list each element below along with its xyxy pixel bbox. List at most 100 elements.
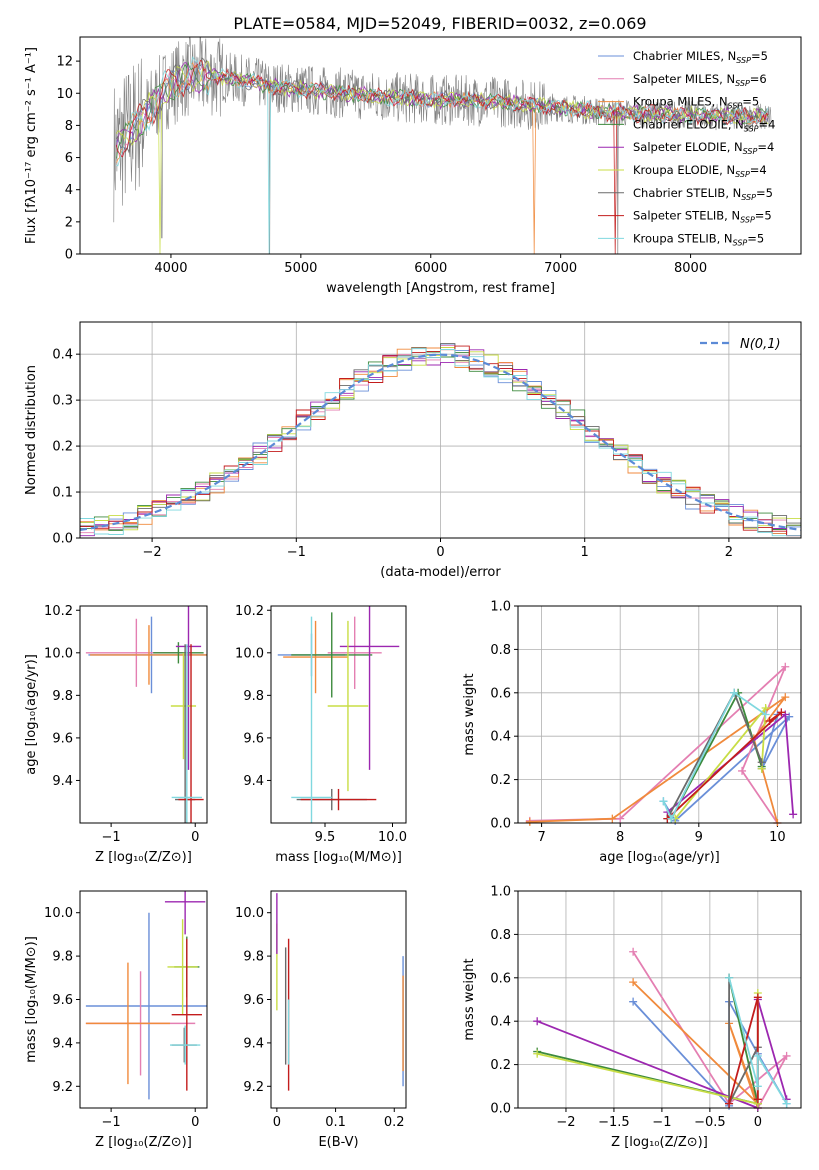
- x-tick-label: −0.5: [694, 1115, 726, 1130]
- y-tick-label: 8: [65, 119, 73, 134]
- y-tick-label: 9.6: [52, 993, 73, 1008]
- histogram-ylabel: Normed distribution: [24, 365, 39, 495]
- weight-line-kroupa_stelib: [662, 691, 767, 821]
- y-tick-label: 9.4: [52, 774, 73, 789]
- y-tick-label: 9.6: [243, 993, 264, 1008]
- x-tick-label: 9: [695, 830, 703, 845]
- mass_weight_vs_Z-xlabel: Z [log₁₀(Z/Z⊙)]: [611, 1135, 708, 1150]
- weight-marker: [789, 810, 798, 819]
- x-tick-label: 6000: [414, 261, 447, 276]
- legend-label: Chabrier ELODIE, NSSP=4: [633, 117, 775, 133]
- x-tick-label: 0: [191, 830, 199, 845]
- histogram-panel: −2 −1 0 1 2 0.0 0.1 0.2 0.3 0.4 (data-model)/error…: [24, 321, 802, 580]
- y-tick-label: 0.4: [490, 730, 511, 745]
- spectrum-legend: Chabrier MILES, NSSP=5 Salpeter MILES, NS…: [598, 49, 775, 247]
- weight-marker: [753, 1051, 762, 1060]
- mass_weight_vs_age-xlabel: age [log₁₀(age/yr)]: [599, 850, 720, 865]
- x-tick-label: −1: [102, 830, 121, 845]
- mass_vs_Z-panel: −1 0 9.2 9.4 9.6 9.8 10.0 Z [log₁₀(Z/Z⊙)] mass […: [24, 890, 208, 1150]
- x-tick-label: 1: [581, 545, 589, 560]
- y-tick-label: 0.0: [52, 532, 73, 547]
- y-tick-label: 2: [65, 215, 73, 230]
- legend-count: =4: [759, 117, 776, 131]
- x-tick-label: 5000: [284, 261, 317, 276]
- age_vs_Z-panel: −1 0 9.4 9.6 9.8 10.0 10.2 Z [log₁₀(Z/Z⊙)] age […: [24, 604, 208, 865]
- x-tick-label: 0: [273, 1115, 281, 1130]
- y-tick-label: 9.4: [52, 1036, 73, 1051]
- weight-line-kroupa_miles: [632, 981, 759, 1109]
- y-tick-label: 0.3: [52, 394, 73, 409]
- y-tick-label: 9.4: [243, 774, 264, 789]
- legend-label: Kroupa STELIB, NSSP=5: [633, 231, 764, 247]
- legend-count: =5: [747, 231, 764, 245]
- mass_vs_Z-xlabel: Z [log₁₀(Z/Z⊙)]: [95, 1135, 192, 1150]
- model-spectrum-kroupa_stelib: [116, 56, 769, 254]
- model-spectrum-salpeter_stelib: [116, 59, 769, 254]
- legend-count: =5: [756, 186, 773, 200]
- weight-marker: [738, 766, 747, 775]
- y-tick-label: 9.8: [243, 950, 264, 965]
- histogram-kroupa_elodie: [80, 347, 801, 538]
- model-spectrum-kroupa_elodie: [116, 60, 769, 254]
- weight-marker: [761, 710, 770, 719]
- x-tick-label: 0: [436, 545, 444, 560]
- y-tick-label: 12: [56, 55, 73, 70]
- y-tick-label: 9.6: [243, 731, 264, 746]
- mass_vs_EBV-frame: [270, 890, 407, 1109]
- legend-label: Kroupa ELODIE, NSSP=4: [633, 163, 767, 179]
- mass_weight_vs_age-panel: 7 8 9 10 0.0 0.2 0.4 0.6 0.8 1.0 age [log₁₀(age/yr…: [462, 600, 802, 865]
- weight-marker: [782, 1099, 791, 1108]
- x-tick-label: −1: [102, 1115, 121, 1130]
- normal-curve: [80, 353, 801, 531]
- y-tick-label: 9.8: [52, 950, 73, 965]
- histogram-chabrier_miles: [80, 343, 801, 538]
- y-tick-label: 9.8: [52, 689, 73, 704]
- histogram-salpeter_stelib: [80, 345, 801, 538]
- y-tick-label: 10: [56, 87, 73, 102]
- x-tick-label: 7: [537, 830, 545, 845]
- mass_vs_Z-frame: [79, 890, 208, 1109]
- y-tick-label: 4: [65, 183, 73, 198]
- weight-marker: [629, 997, 638, 1006]
- weight-marker: [616, 814, 625, 823]
- histogram-plot: [80, 343, 801, 538]
- weight-marker: [753, 1095, 762, 1104]
- weight-marker: [757, 758, 766, 767]
- weight-marker: [659, 797, 668, 806]
- age_vs_mass-plot: [277, 606, 400, 823]
- figure-title: PLATE=0584, MJD=52049, FIBERID=0032, z=0…: [233, 14, 646, 33]
- spectrum-frame: [79, 36, 802, 255]
- x-tick-label: −2: [143, 545, 162, 560]
- legend-label: Kroupa MILES, NSSP=5: [633, 95, 759, 111]
- histogram-chabrier_elodie: [80, 351, 801, 538]
- weight-marker: [667, 814, 676, 823]
- x-tick-label: 8000: [674, 261, 707, 276]
- legend-subscript: SSP: [735, 170, 750, 179]
- mass_vs_EBV-panel: 0 0.1 0.2 9.2 9.4 9.6 9.8 10.0 E(B-V): [235, 890, 407, 1150]
- x-tick-label: −2: [556, 1115, 575, 1130]
- age_vs_mass-panel: 9.5 10.0 9.4 9.6 9.8 10.0 10.2 mass [log₁₀(M/M⊙…: [235, 604, 407, 865]
- y-tick-label: 1.0: [490, 600, 511, 615]
- y-tick-label: 10.0: [235, 906, 264, 921]
- legend-subscript: SSP: [740, 216, 755, 225]
- x-tick-label: −1: [287, 545, 306, 560]
- legend-subscript: SSP: [735, 79, 750, 88]
- x-tick-label: 0: [754, 1115, 762, 1130]
- spectrum-plot: [113, 37, 772, 254]
- y-tick-label: 6: [65, 151, 73, 166]
- mass_weight_vs_Z-panel: −2 −1.5 −1 −0.5 0 0.0 0.2 0.4 0.6 0.8 1.0 Z [log₁₀(…: [462, 885, 802, 1150]
- x-tick-label: 4000: [154, 261, 187, 276]
- histogram-salpeter_elodie: [80, 349, 801, 538]
- y-tick-label: 0.6: [490, 686, 511, 701]
- y-tick-label: 10.0: [44, 906, 73, 921]
- weight-marker: [781, 693, 790, 702]
- model-spectrum-kroupa_miles: [116, 62, 769, 254]
- weight-marker: [608, 814, 617, 823]
- y-tick-label: 9.8: [243, 689, 264, 704]
- x-tick-label: 10.0: [378, 830, 407, 845]
- y-tick-label: 0.4: [52, 348, 73, 363]
- weight-line-kroupa_elodie: [537, 993, 759, 1105]
- weight-marker: [725, 973, 734, 982]
- y-tick-label: 9.4: [243, 1036, 264, 1051]
